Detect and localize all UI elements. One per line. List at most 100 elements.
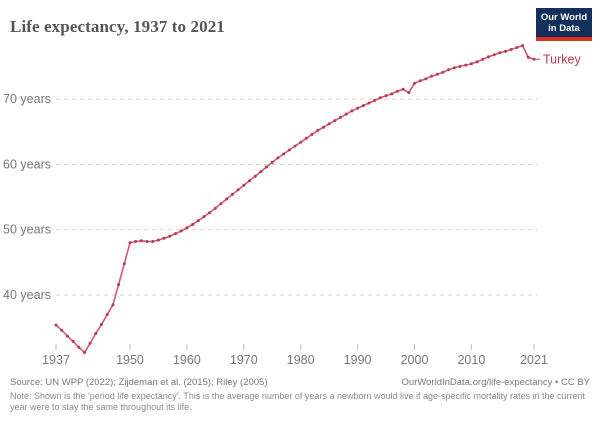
data-point[interactable]: [71, 339, 75, 343]
data-point[interactable]: [475, 60, 479, 64]
data-point[interactable]: [390, 92, 394, 96]
data-point[interactable]: [117, 283, 121, 287]
data-point[interactable]: [145, 240, 149, 243]
data-point[interactable]: [253, 174, 257, 178]
data-point[interactable]: [361, 104, 365, 108]
data-point[interactable]: [185, 226, 189, 230]
data-point[interactable]: [139, 239, 143, 243]
data-point[interactable]: [248, 179, 251, 183]
data-point[interactable]: [504, 49, 507, 53]
data-point[interactable]: [395, 89, 399, 93]
citation-link[interactable]: OurWorldInData.org/life-expectancy • CC …: [401, 377, 590, 388]
data-point[interactable]: [407, 91, 411, 95]
data-point[interactable]: [156, 238, 160, 242]
data-point[interactable]: [270, 160, 274, 164]
data-point[interactable]: [83, 351, 86, 354]
data-point[interactable]: [447, 68, 451, 72]
data-point[interactable]: [492, 53, 496, 57]
data-point[interactable]: [424, 77, 428, 81]
chart-plot-area[interactable]: 40 years 50 years 60 years 70 years 1937 1950…: [0, 0, 600, 375]
data-point[interactable]: [526, 55, 530, 59]
data-point[interactable]: [213, 206, 217, 210]
x-axis-tick-label: 2000: [401, 353, 429, 367]
data-point[interactable]: [299, 140, 303, 144]
data-point[interactable]: [276, 156, 280, 160]
owid-logo-line1: Our World: [540, 12, 588, 23]
data-point[interactable]: [435, 72, 439, 76]
line-turkey[interactable]: [55, 44, 535, 354]
data-point[interactable]: [333, 119, 337, 123]
data-point[interactable]: [225, 197, 229, 201]
x-axis-tick-label: 1990: [344, 353, 372, 367]
data-point[interactable]: [259, 170, 263, 174]
data-point[interactable]: [481, 57, 485, 61]
data-point[interactable]: [521, 44, 525, 48]
data-point[interactable]: [105, 313, 109, 317]
data-point[interactable]: [458, 64, 462, 68]
owid-logo-line2: in Data: [548, 23, 580, 34]
data-point[interactable]: [373, 98, 377, 102]
data-point[interactable]: [100, 322, 103, 326]
data-point[interactable]: [265, 165, 268, 169]
data-point[interactable]: [413, 81, 416, 85]
data-point[interactable]: [401, 87, 405, 91]
data-point[interactable]: [242, 183, 246, 187]
data-point[interactable]: [77, 345, 81, 349]
data-point[interactable]: [287, 148, 291, 152]
entity-label-turkey[interactable]: Turkey: [543, 52, 581, 66]
data-point[interactable]: [134, 240, 138, 243]
data-point[interactable]: [94, 332, 98, 335]
data-point[interactable]: [191, 223, 195, 226]
data-point[interactable]: [208, 211, 212, 215]
data-point[interactable]: [532, 57, 536, 61]
data-point[interactable]: [88, 341, 92, 345]
owid-logo[interactable]: Our World in Data: [536, 8, 592, 41]
data-point[interactable]: [282, 152, 286, 156]
data-point[interactable]: [236, 188, 240, 192]
x-axis-tick-label: 1937: [42, 353, 70, 367]
data-point[interactable]: [128, 241, 132, 245]
data-point[interactable]: [310, 132, 314, 136]
data-point[interactable]: [54, 323, 58, 327]
data-point[interactable]: [498, 51, 502, 55]
data-point[interactable]: [469, 62, 473, 66]
x-axis-tick-label: 1960: [173, 353, 201, 367]
data-point[interactable]: [168, 234, 172, 238]
data-point[interactable]: [293, 144, 297, 148]
data-point[interactable]: [515, 46, 519, 49]
data-point[interactable]: [111, 303, 115, 307]
y-axis-tick-label: 60 years: [3, 157, 51, 171]
data-point[interactable]: [452, 66, 456, 70]
data-point[interactable]: [65, 334, 69, 338]
data-point[interactable]: [60, 328, 64, 332]
x-axis-tick-label: 2021: [520, 353, 548, 367]
data-point[interactable]: [196, 219, 200, 223]
data-point[interactable]: [356, 106, 360, 110]
data-point[interactable]: [441, 70, 445, 74]
data-point[interactable]: [339, 115, 342, 119]
data-point[interactable]: [304, 136, 308, 140]
data-point[interactable]: [322, 125, 325, 129]
data-point[interactable]: [487, 55, 490, 59]
data-point[interactable]: [509, 48, 513, 51]
data-point[interactable]: [350, 109, 354, 113]
y-axis-tick-label: 40 years: [3, 288, 51, 302]
data-point[interactable]: [219, 202, 223, 206]
data-point[interactable]: [378, 96, 382, 100]
data-point[interactable]: [151, 240, 155, 243]
note-text: Note: Shown is the 'period life expectan…: [10, 391, 586, 412]
data-point[interactable]: [367, 101, 371, 105]
data-point[interactable]: [327, 122, 331, 126]
data-point[interactable]: [230, 192, 234, 196]
data-point[interactable]: [316, 128, 320, 132]
data-point[interactable]: [179, 229, 183, 233]
data-point[interactable]: [162, 236, 166, 240]
data-point[interactable]: [344, 112, 348, 116]
data-point[interactable]: [384, 94, 388, 98]
data-point[interactable]: [418, 79, 422, 83]
data-point[interactable]: [202, 215, 206, 219]
data-point[interactable]: [122, 262, 126, 266]
data-point[interactable]: [464, 63, 468, 67]
data-point[interactable]: [174, 232, 177, 236]
data-point[interactable]: [430, 74, 434, 78]
